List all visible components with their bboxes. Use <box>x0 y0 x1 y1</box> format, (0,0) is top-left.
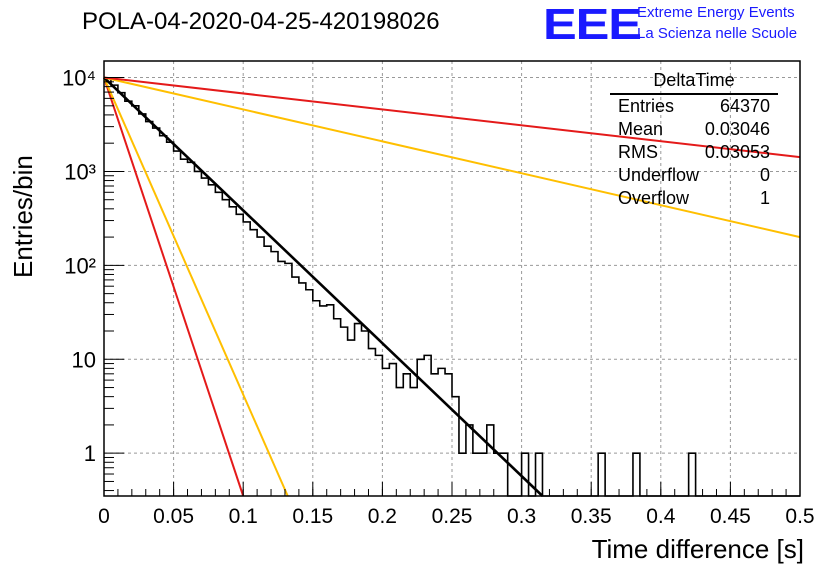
y-tick-label: 10 <box>72 347 96 372</box>
stats-row: Entries 64370 <box>610 95 778 118</box>
fit-line <box>103 76 801 239</box>
stats-label: RMS <box>618 142 658 162</box>
x-tick-label: 0.45 <box>710 505 751 528</box>
x-tick-label: 0.1 <box>229 505 258 528</box>
x-tick-label: 0.15 <box>292 505 333 528</box>
fit-line <box>103 76 801 159</box>
stats-row: Mean 0.03046 <box>610 118 778 141</box>
stats-value: 0.03053 <box>704 142 770 162</box>
chart-grid <box>104 61 800 496</box>
fit-lines <box>103 76 801 497</box>
stats-value: 0 <box>759 165 770 185</box>
fit-line <box>103 77 289 497</box>
stats-row: RMS 0.03053 <box>610 141 778 164</box>
axis-ticks <box>103 77 801 496</box>
stats-value: 64370 <box>719 96 770 116</box>
eee-logo: EEE <box>543 0 642 49</box>
x-tick-labels: 0 0.05 0.1 0.15 0.2 0.25 0.3 0.35 0.4 0.45 0.5 <box>98 505 814 528</box>
stats-label: Underflow <box>618 165 700 185</box>
x-tick-label: 0.35 <box>571 505 612 528</box>
stats-value: 1 <box>759 188 770 208</box>
x-tick-label: 0.3 <box>507 505 536 528</box>
x-tick-label: 0.2 <box>368 505 397 528</box>
x-tick-label: 0.4 <box>646 505 676 528</box>
x-axis-label: Time difference [s] <box>591 534 804 564</box>
logo-line-2: La Scienza nelle Scuole <box>637 25 798 42</box>
y-axis-label: Entries/bin <box>8 155 38 278</box>
stats-box: DeltaTime Entries 64370 Mean 0.03046 RMS… <box>610 70 778 210</box>
x-tick-label: 0.25 <box>432 505 473 528</box>
histogram-outline <box>104 77 800 497</box>
stats-row: Overflow 1 <box>610 187 778 210</box>
y-tick-labels: 1 10 10² 10³ 10⁴ <box>62 66 96 467</box>
stats-label: Entries <box>618 96 675 116</box>
chart-title: POLA-04-2020-04-25-420198026 <box>82 8 440 35</box>
x-tick-label: 0.5 <box>785 505 814 528</box>
stats-value: 0.03046 <box>704 119 770 139</box>
y-tick-label: 10² <box>64 253 96 278</box>
y-tick-label: 10⁴ <box>62 66 96 91</box>
fit-line <box>103 77 245 497</box>
stats-label: Mean <box>618 119 664 139</box>
x-tick-label: 0.05 <box>153 505 194 528</box>
fit-line <box>103 76 544 497</box>
y-tick-label: 1 <box>84 441 96 466</box>
stats-row: Underflow 0 <box>610 164 778 187</box>
stats-label: Overflow <box>618 188 690 208</box>
logo-line-1: Extreme Energy Events <box>637 4 795 21</box>
x-tick-label: 0 <box>98 505 110 528</box>
histogram <box>104 77 800 497</box>
stats-box-name: DeltaTime <box>610 70 778 95</box>
y-tick-label: 10³ <box>64 159 96 184</box>
